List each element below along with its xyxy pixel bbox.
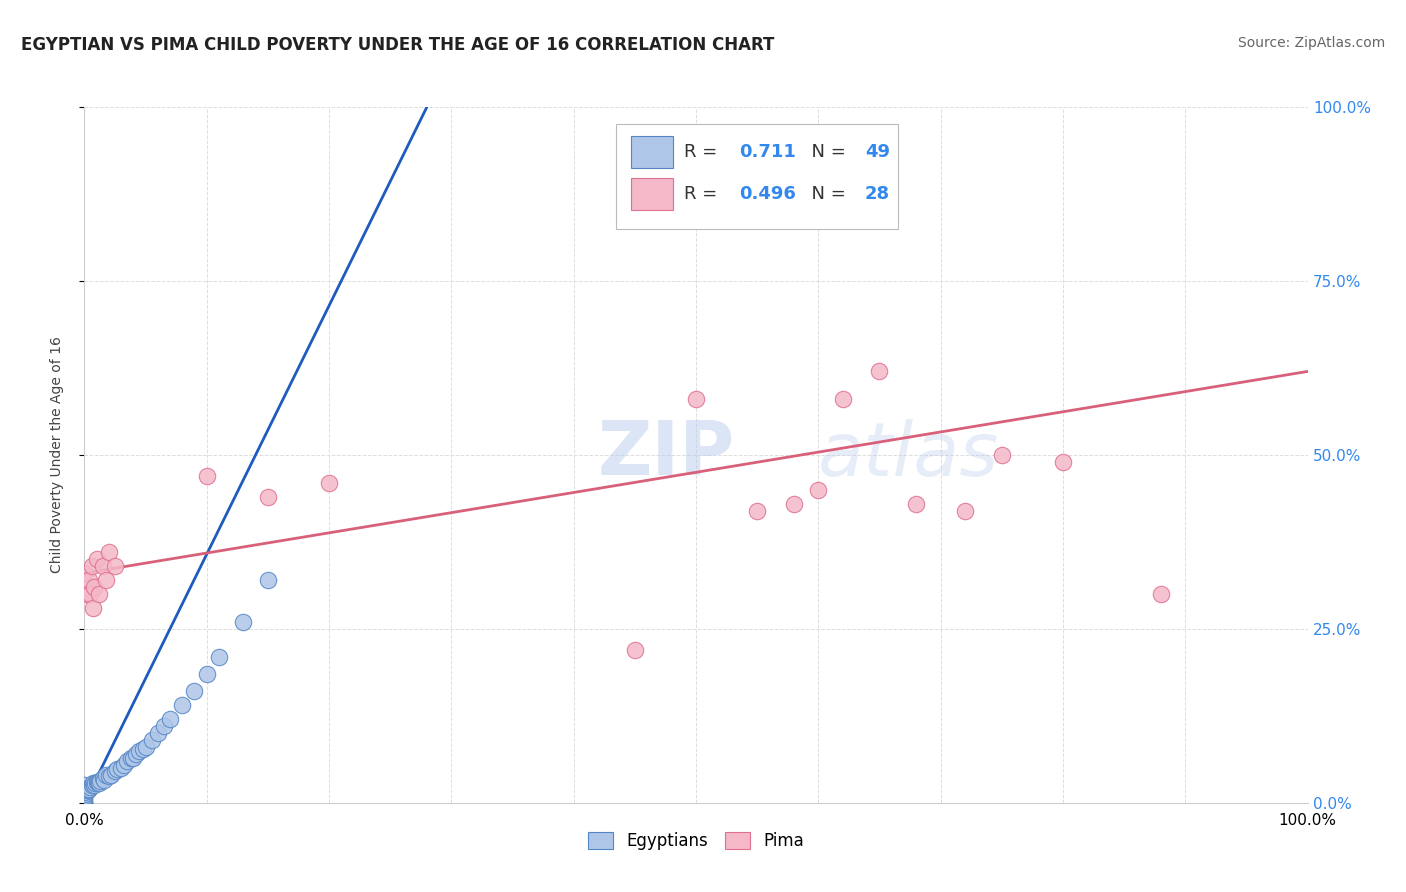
Text: N =: N = xyxy=(800,144,852,161)
Point xyxy=(77,783,100,797)
Point xyxy=(91,772,114,786)
Point xyxy=(73,791,96,805)
FancyBboxPatch shape xyxy=(616,124,898,229)
Point xyxy=(153,719,176,733)
Text: 49: 49 xyxy=(865,144,890,161)
Text: R =: R = xyxy=(683,185,723,203)
Point xyxy=(991,448,1014,462)
Text: ZIP: ZIP xyxy=(598,418,735,491)
Point xyxy=(195,468,218,483)
Point xyxy=(783,497,806,511)
Point xyxy=(93,772,115,787)
Point xyxy=(73,796,96,810)
Point xyxy=(257,573,280,587)
Point xyxy=(159,712,181,726)
Point xyxy=(86,552,108,566)
Point xyxy=(73,796,96,810)
Point xyxy=(257,490,280,504)
Text: EGYPTIAN VS PIMA CHILD POVERTY UNDER THE AGE OF 16 CORRELATION CHART: EGYPTIAN VS PIMA CHILD POVERTY UNDER THE… xyxy=(21,36,775,54)
Point xyxy=(122,750,145,764)
Point xyxy=(73,796,96,810)
Point xyxy=(232,615,254,629)
Point xyxy=(120,750,142,764)
Point xyxy=(73,789,96,803)
Point xyxy=(73,778,96,793)
Point xyxy=(86,775,108,789)
Point xyxy=(195,667,218,681)
Point xyxy=(208,649,231,664)
Point xyxy=(685,392,707,407)
Point xyxy=(96,573,118,587)
Point xyxy=(89,773,111,788)
Text: R =: R = xyxy=(683,144,723,161)
Point xyxy=(104,559,127,574)
Point xyxy=(87,587,110,601)
Point xyxy=(87,775,110,789)
Point xyxy=(73,566,96,581)
Point xyxy=(76,587,98,601)
Point xyxy=(83,580,105,594)
Point xyxy=(183,684,205,698)
Point xyxy=(80,559,103,574)
Point xyxy=(73,781,96,796)
Point xyxy=(73,788,96,802)
Point xyxy=(172,698,194,713)
Point xyxy=(953,503,976,517)
Point xyxy=(82,601,104,615)
Point xyxy=(73,792,96,806)
Point xyxy=(1150,587,1173,601)
FancyBboxPatch shape xyxy=(631,178,672,210)
Point xyxy=(318,475,340,490)
Point xyxy=(869,364,891,378)
Point xyxy=(84,776,107,790)
Text: 28: 28 xyxy=(865,185,890,203)
Point xyxy=(80,778,103,793)
FancyBboxPatch shape xyxy=(631,136,672,169)
Point xyxy=(97,545,120,559)
Point xyxy=(91,559,114,574)
Text: atlas: atlas xyxy=(818,419,1000,491)
Point xyxy=(79,587,101,601)
Point xyxy=(135,740,157,755)
Point xyxy=(82,776,104,790)
Point xyxy=(747,503,769,517)
Point xyxy=(110,761,132,775)
Point xyxy=(132,741,155,756)
Point xyxy=(112,757,135,772)
Point xyxy=(831,392,853,407)
Point xyxy=(73,783,96,797)
Point xyxy=(104,764,127,779)
Text: Source: ZipAtlas.com: Source: ZipAtlas.com xyxy=(1237,36,1385,50)
Point xyxy=(96,768,118,782)
Point xyxy=(83,778,105,793)
Point xyxy=(73,785,96,799)
Y-axis label: Child Poverty Under the Age of 16: Child Poverty Under the Age of 16 xyxy=(49,336,63,574)
Point xyxy=(141,733,163,747)
Point xyxy=(905,497,928,511)
Text: 0.711: 0.711 xyxy=(738,144,796,161)
Point xyxy=(97,769,120,783)
Point xyxy=(146,726,169,740)
Point xyxy=(125,747,148,761)
Point xyxy=(79,780,101,795)
Point xyxy=(128,744,150,758)
Point xyxy=(115,754,138,768)
Point xyxy=(100,768,122,782)
Legend: Egyptians, Pima: Egyptians, Pima xyxy=(582,826,810,857)
Point xyxy=(105,763,128,777)
Text: N =: N = xyxy=(800,185,852,203)
Point xyxy=(1052,455,1074,469)
Point xyxy=(87,776,110,790)
Point xyxy=(77,573,100,587)
Point xyxy=(807,483,830,497)
Point xyxy=(624,642,647,657)
Point xyxy=(77,781,100,796)
Point xyxy=(73,796,96,810)
Text: 0.496: 0.496 xyxy=(738,185,796,203)
